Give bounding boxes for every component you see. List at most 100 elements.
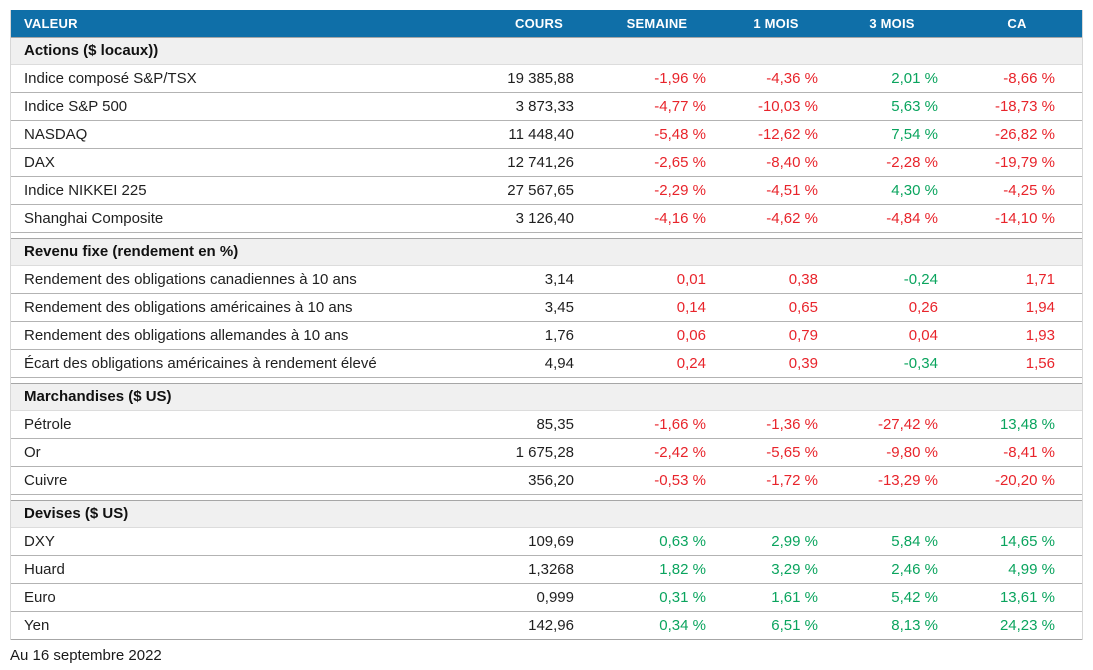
change-value: 1,93: [1025, 327, 1055, 344]
change-value: 0,26: [908, 299, 938, 316]
row-label: Yen: [24, 617, 50, 634]
cours-value: 3,14: [544, 271, 574, 288]
cours-value: 27 567,65: [507, 182, 574, 199]
change-value: 6,51 %: [771, 617, 818, 634]
change-value: 1,94: [1025, 299, 1055, 316]
change-value: -20,20 %: [994, 472, 1055, 489]
row-label: Or: [24, 444, 41, 461]
change-value: 24,23 %: [999, 617, 1055, 634]
change-value: 1,56: [1025, 355, 1055, 372]
row-label: DAX: [24, 154, 55, 171]
cours-value: 3 873,33: [515, 98, 574, 115]
change-value: 1,61 %: [771, 589, 818, 606]
change-value: -4,36 %: [766, 70, 818, 87]
change-value: -9,80 %: [886, 444, 938, 461]
row-label: Cuivre: [24, 472, 68, 489]
change-value: -4,77 %: [654, 98, 706, 115]
change-value: -5,65 %: [766, 444, 818, 461]
table-row: Indice composé S&P/TSX 19 385,88 -1,96 % -4…: [11, 65, 1082, 93]
change-value: 4,99 %: [1008, 561, 1055, 578]
change-value: -13,29 %: [877, 472, 938, 489]
cours-value: 0,999: [536, 589, 574, 606]
change-value: 14,65 %: [999, 533, 1055, 550]
cours-value: 11 448,40: [508, 126, 574, 143]
change-value: 0,34 %: [659, 617, 706, 634]
table-row: Or 1 675,28 -2,42 % -5,65 % -9,80 % -8,41 %: [11, 439, 1082, 467]
cours-value: 12 741,26: [507, 154, 574, 171]
change-value: -0,53 %: [654, 472, 706, 489]
change-value: 0,39: [788, 355, 818, 372]
change-value: -1,96 %: [654, 70, 706, 87]
section-title: Actions ($ locaux)): [24, 42, 159, 59]
table-row: Rendement des obligations américaines à …: [11, 294, 1082, 322]
table-row: Huard 1,3268 1,82 % 3,29 % 2,46 % 4,99 %: [11, 556, 1082, 584]
cours-value: 85,35: [536, 416, 574, 433]
change-value: -0,34: [903, 355, 938, 372]
change-value: 0,31 %: [659, 589, 706, 606]
section-header-row: Devises ($ US): [11, 500, 1082, 528]
change-value: -12,62 %: [757, 126, 818, 143]
section-title: Revenu fixe (rendement en %): [24, 243, 239, 260]
change-value: -8,41 %: [1003, 444, 1055, 461]
row-label: Rendement des obligations américaines à …: [24, 299, 353, 316]
table-row: Euro 0,999 0,31 % 1,61 % 5,42 % 13,61 %: [11, 584, 1082, 612]
change-value: 0,14: [676, 299, 706, 316]
table-row: Écart des obligations américaines à rend…: [11, 350, 1082, 378]
table-row: Rendement des obligations allemandes à 1…: [11, 322, 1082, 350]
row-label: DXY: [24, 533, 55, 550]
change-value: 5,84 %: [891, 533, 938, 550]
row-label: Shanghai Composite: [24, 210, 164, 227]
section-title: Devises ($ US): [24, 505, 129, 522]
row-label: Indice composé S&P/TSX: [24, 70, 197, 87]
change-value: -1,36 %: [766, 416, 818, 433]
column-header-cours: COURS: [515, 16, 563, 31]
change-value: -26,82 %: [994, 126, 1055, 143]
row-label: Rendement des obligations allemandes à 1…: [24, 327, 349, 344]
change-value: -2,42 %: [654, 444, 706, 461]
table-row: Shanghai Composite 3 126,40 -4,16 % -4,62 %…: [11, 205, 1082, 233]
change-value: -0,24: [903, 271, 938, 288]
row-label: Rendement des obligations canadiennes à …: [24, 271, 357, 288]
change-value: -5,48 %: [654, 126, 706, 143]
market-table: VALEUR COURS SEMAINE 1 MOIS 3 MOIS CA Ac…: [10, 10, 1083, 640]
change-value: 8,13 %: [891, 617, 938, 634]
section-header-row: Revenu fixe (rendement en %): [11, 238, 1082, 266]
cours-value: 4,94: [544, 355, 574, 372]
column-header-valeur: VALEUR: [24, 16, 78, 31]
cours-value: 142,96: [528, 617, 574, 634]
as-of-date: Au 16 septembre 2022: [10, 647, 162, 664]
change-value: 0,38: [788, 271, 818, 288]
change-value: -2,65 %: [654, 154, 706, 171]
row-label: Pétrole: [24, 416, 72, 433]
change-value: -10,03 %: [757, 98, 818, 115]
column-header-ca: CA: [1007, 16, 1027, 31]
change-value: -19,79 %: [994, 154, 1055, 171]
change-value: -1,72 %: [766, 472, 818, 489]
table-row: Indice S&P 500 3 873,33 -4,77 % -10,03 % 5,6…: [11, 93, 1082, 121]
change-value: -2,28 %: [886, 154, 938, 171]
change-value: 0,63 %: [659, 533, 706, 550]
change-value: 0,06: [676, 327, 706, 344]
cours-value: 3 126,40: [515, 210, 574, 227]
table-row: DXY 109,69 0,63 % 2,99 % 5,84 % 14,65 %: [11, 528, 1082, 556]
cours-value: 19 385,88: [507, 70, 574, 87]
change-value: 1,82 %: [659, 561, 706, 578]
row-label: Euro: [24, 589, 56, 606]
change-value: 5,63 %: [891, 98, 938, 115]
change-value: 0,24: [676, 355, 706, 372]
change-value: -4,51 %: [766, 182, 818, 199]
change-value: -4,25 %: [1003, 182, 1055, 199]
change-value: 0,65: [788, 299, 818, 316]
table-row: Cuivre 356,20 -0,53 % -1,72 % -13,29 % -20,20…: [11, 467, 1082, 495]
change-value: 4,30 %: [891, 182, 938, 199]
column-header-semaine: SEMAINE: [626, 16, 688, 31]
cours-value: 1,3268: [528, 561, 574, 578]
cours-value: 1 675,28: [515, 444, 574, 461]
row-label: Huard: [24, 561, 65, 578]
table-row: NASDAQ 11 448,40 -5,48 % -12,62 % 7,54 % -26,…: [11, 121, 1082, 149]
section-title: Marchandises ($ US): [24, 388, 172, 405]
change-value: 13,48 %: [999, 416, 1055, 433]
table-row: DAX 12 741,26 -2,65 % -8,40 % -2,28 % -19,79 …: [11, 149, 1082, 177]
change-value: 0,04: [908, 327, 938, 344]
change-value: -4,16 %: [654, 210, 706, 227]
